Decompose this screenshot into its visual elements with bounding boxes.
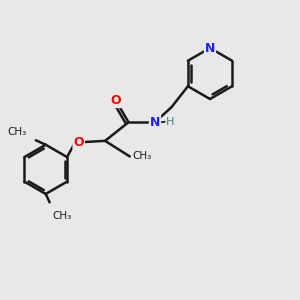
Text: O: O (111, 94, 121, 107)
Text: N: N (205, 41, 215, 55)
Text: CH₃: CH₃ (8, 127, 27, 137)
Text: H: H (166, 117, 175, 127)
Text: CH₃: CH₃ (132, 152, 152, 161)
Text: CH₃: CH₃ (52, 211, 72, 221)
Text: N: N (150, 116, 160, 129)
Text: O: O (74, 136, 84, 149)
